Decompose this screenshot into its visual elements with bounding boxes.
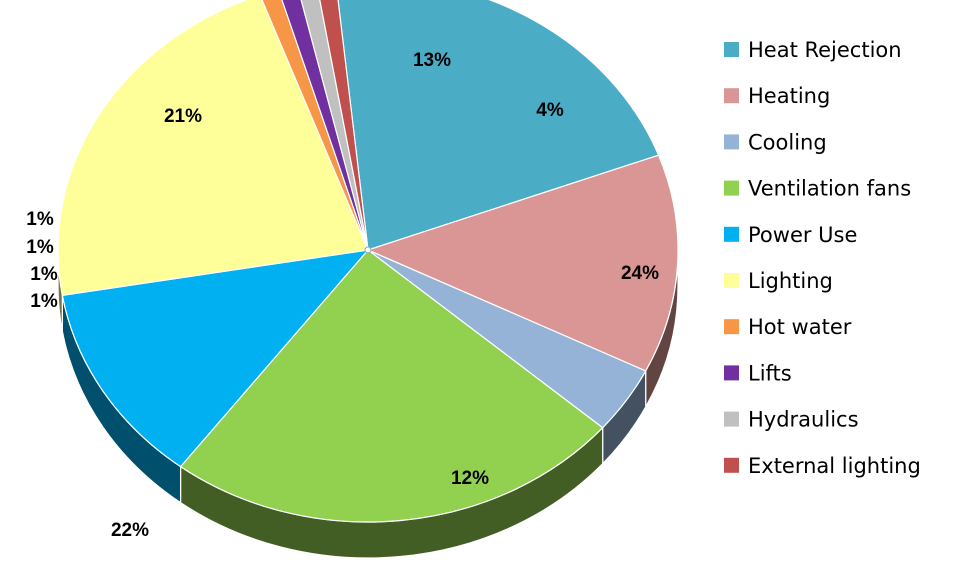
legend-swatch [724,180,739,196]
legend-item-hot-water: Hot water [724,315,852,339]
legend-label: Power Use [748,223,857,247]
legend-item-ventilation-fans: Ventilation fans [724,177,911,201]
legend-swatch [724,365,739,381]
data-label-cooling: 4% [536,100,564,121]
slice-power-use [61,249,370,468]
legend-label: Cooling [748,130,827,154]
legend-label: Hydraulics [748,408,859,432]
legend-swatch [724,273,739,288]
legend-label: Heat Rejection [748,38,902,62]
slice-lighting [57,0,369,297]
slice-ventilation-fans [179,249,604,523]
data-labels: 21% 13% 4% 24% 12% 22% 1% 1% 1% 1% [26,50,659,541]
legend-label: Lifts [748,361,792,385]
legend-label: External lighting [748,454,921,478]
data-label-heating: 13% [413,50,451,71]
legend: Heat Rejection Heating Cooling Ventilation … [724,38,921,478]
legend-swatch [724,42,739,57]
data-label-power-use: 12% [451,468,489,489]
legend-swatch [724,134,739,150]
legend-item-power-use: Power Use [724,223,857,247]
pie-slices [57,0,679,523]
data-label-external-lighting: 1% [26,209,54,230]
legend-item-lifts: Lifts [724,361,792,385]
legend-item-lighting: Lighting [724,269,833,293]
slice-hot-water [261,0,369,251]
legend-label: Ventilation fans [748,177,911,201]
legend-item-cooling: Cooling [724,130,827,154]
data-label-lifts: 1% [30,264,58,285]
legend-item-heating: Heating [724,84,830,108]
data-label-ventilation-fans: 24% [621,263,659,284]
slice-heat-rejection [337,0,660,251]
legend-swatch [724,226,739,242]
legend-swatch [724,411,739,427]
legend-item-heat-rejection: Heat Rejection [724,38,902,62]
legend-label: Hot water [748,315,852,339]
legend-label: Lighting [748,269,833,293]
data-label-hydraulics: 1% [26,237,54,258]
legend-label: Heating [748,84,830,108]
legend-item-external-lighting: External lighting [724,454,921,478]
slice-heating [366,154,679,372]
data-label-lighting: 22% [111,520,149,541]
slice-external-lighting [319,0,369,251]
legend-swatch [724,457,739,473]
legend-swatch [724,319,739,335]
pie-center-marker [364,246,372,254]
legend-item-hydraulics: Hydraulics [724,408,859,432]
legend-swatch [724,88,739,104]
data-label-heat-rejection: 21% [164,106,202,127]
data-label-hot-water: 1% [30,291,58,312]
